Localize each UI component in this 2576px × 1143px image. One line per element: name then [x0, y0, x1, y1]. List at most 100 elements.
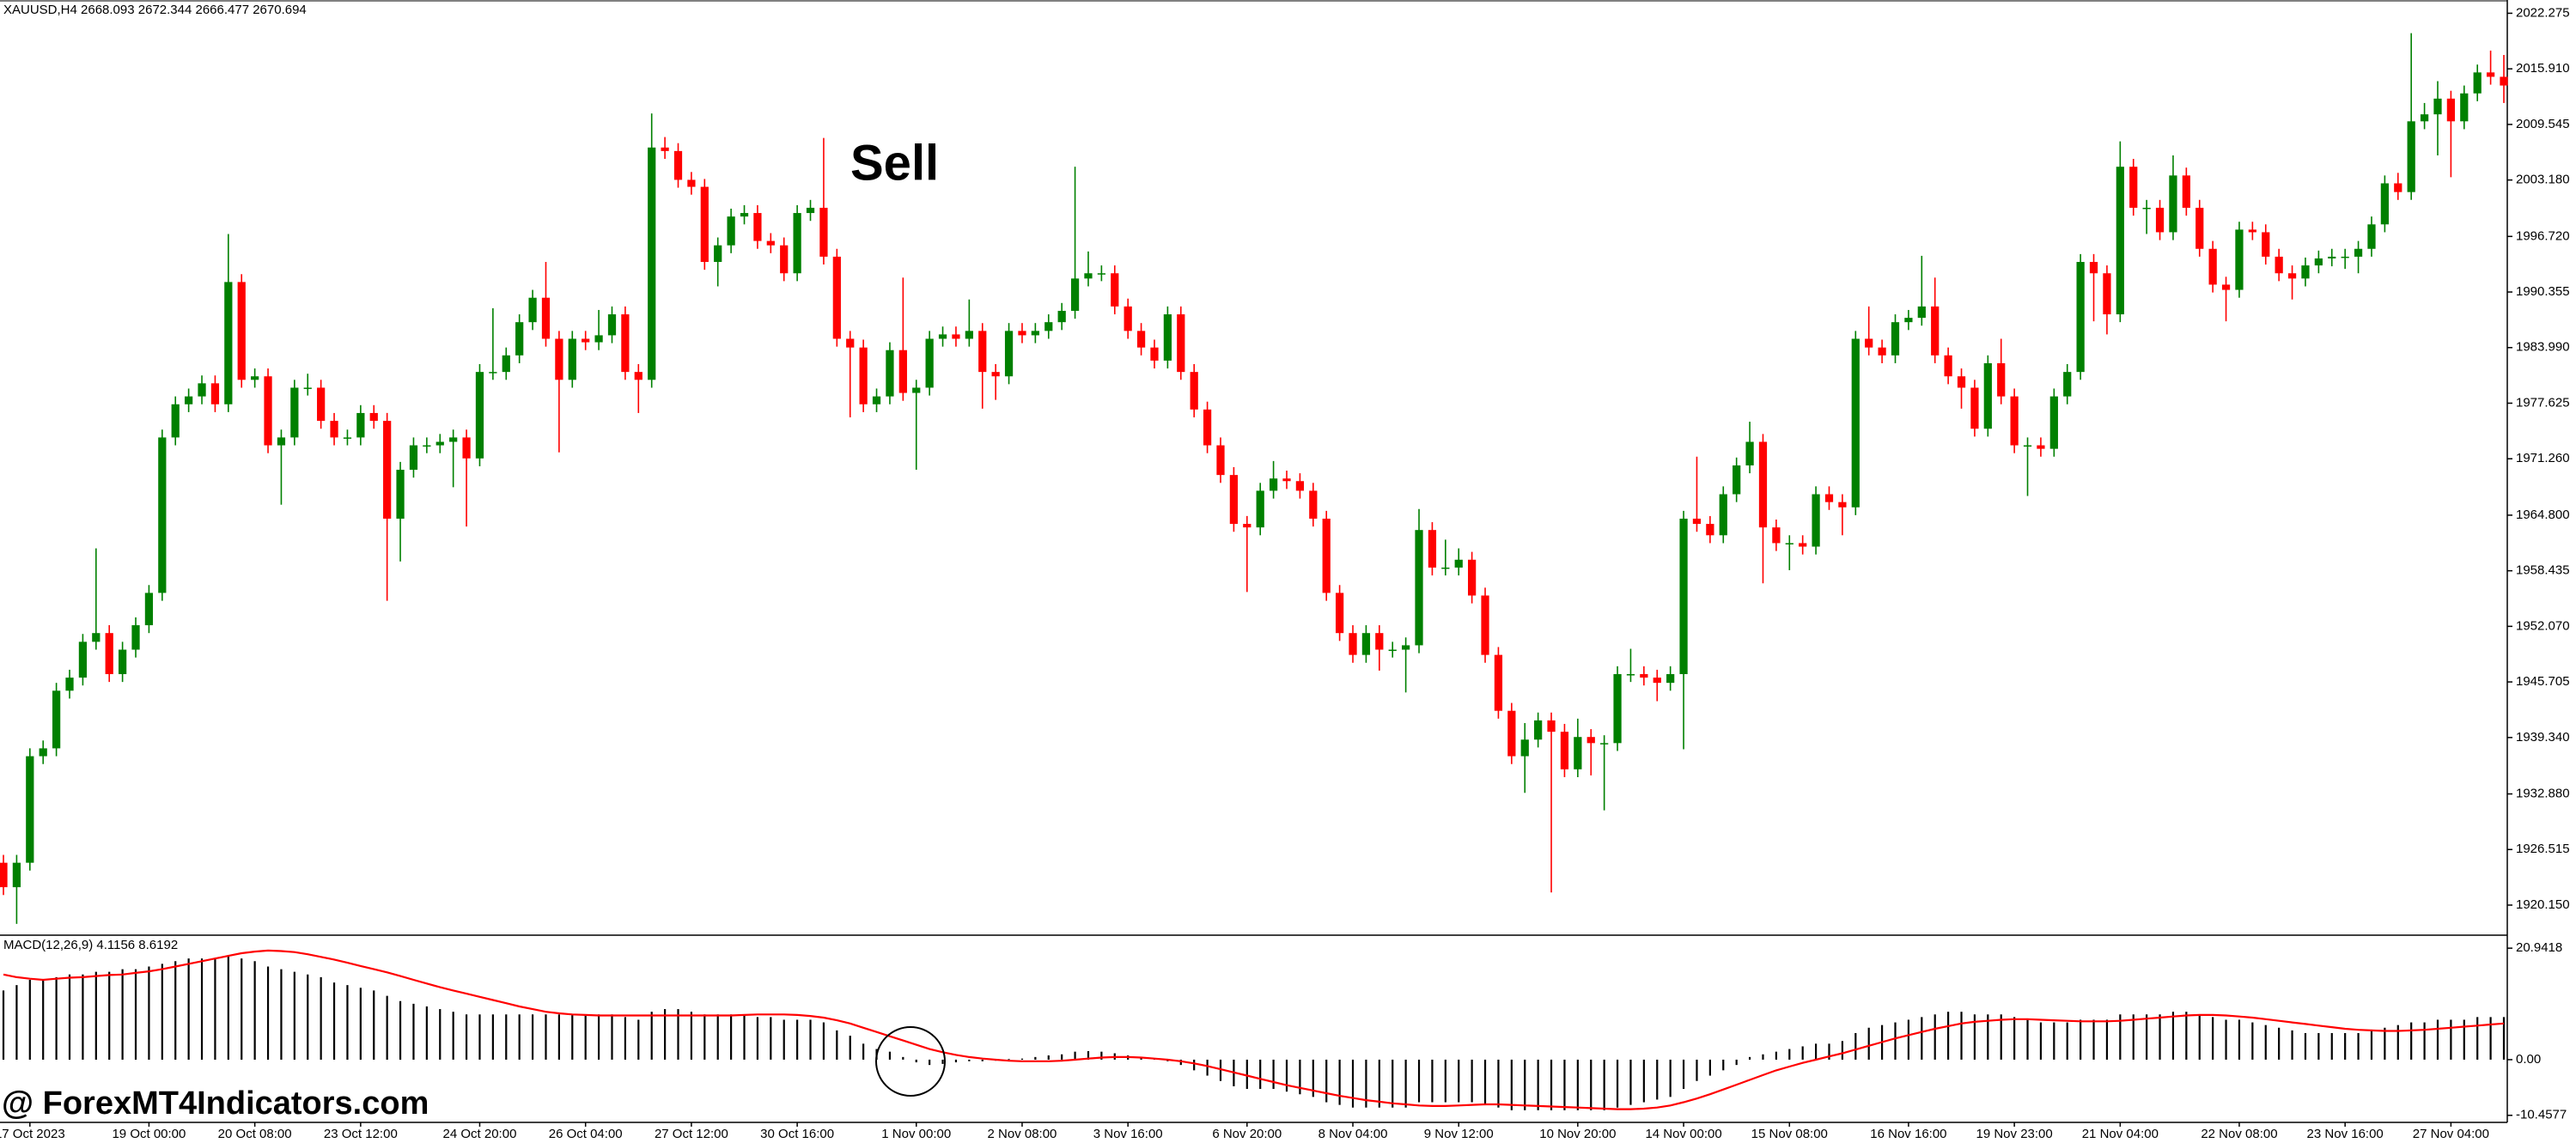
candle-body — [92, 633, 100, 642]
candle-body — [1057, 310, 1066, 323]
candle-body — [1931, 306, 1940, 356]
y-tick-label: 1939.340 — [2516, 730, 2570, 745]
candle-body — [2010, 396, 2019, 446]
x-tick-label: 1 Nov 00:00 — [881, 1127, 951, 1141]
candle-body — [1824, 494, 1834, 502]
candle-body — [489, 372, 497, 374]
x-tick-label: 2 Nov 08:00 — [988, 1127, 1057, 1141]
candle-body — [2341, 256, 2349, 258]
candle-body — [793, 213, 801, 274]
candle-body — [2116, 167, 2124, 315]
candle-body — [2221, 284, 2231, 290]
macd-signal-line — [3, 949, 2505, 1110]
candle-body — [1441, 567, 1450, 569]
candle-body — [1970, 387, 1979, 429]
y-tick-label: 2015.910 — [2516, 61, 2570, 76]
candle-body — [1626, 673, 1635, 676]
candle-body — [661, 147, 669, 151]
y-tick-label: 1920.150 — [2516, 897, 2570, 912]
candle-body — [2486, 72, 2495, 77]
candle-body — [1031, 331, 1039, 336]
candle-body — [1812, 494, 1820, 547]
candle-body — [1494, 654, 1503, 711]
candle-body — [2063, 372, 2072, 397]
x-tick-label: 19 Nov 23:00 — [1976, 1127, 2053, 1141]
candle-body — [1679, 518, 1688, 674]
candle-body — [383, 421, 392, 519]
candle-body — [1719, 494, 1727, 536]
candle-body — [1799, 543, 1807, 547]
sell-annotation: Sell — [850, 135, 939, 191]
candle-body — [1454, 559, 1463, 568]
candle-body — [1415, 530, 1423, 646]
candle-body — [925, 338, 934, 388]
candle-body — [2208, 248, 2217, 285]
x-tick-label: 10 Nov 20:00 — [1539, 1127, 1616, 1141]
candle-body — [2433, 98, 2442, 115]
y-tick-label: 2022.275 — [2516, 5, 2570, 20]
candle-body — [1785, 543, 1793, 544]
candle-body — [1944, 355, 1952, 377]
candle-body — [832, 256, 841, 339]
candle-body — [965, 331, 973, 339]
candle-body — [1586, 737, 1595, 744]
candle-body — [1957, 376, 1966, 388]
candle-body — [144, 593, 154, 626]
candle-body — [2328, 256, 2336, 258]
candle-body — [1084, 273, 1093, 279]
candle-body — [1733, 465, 1741, 495]
candle-body — [1666, 673, 1675, 684]
x-tick-label: 26 Oct 04:00 — [549, 1127, 623, 1141]
x-tick-label: 20 Oct 08:00 — [218, 1127, 292, 1141]
candle-body — [1507, 710, 1516, 757]
candle-body — [819, 207, 828, 257]
y-tick-label: 1958.435 — [2516, 563, 2570, 578]
candle-body — [1004, 331, 1014, 377]
candle-body — [2301, 265, 2310, 279]
candle-body — [185, 396, 193, 404]
candle-body — [1613, 673, 1622, 744]
candle-body — [515, 322, 524, 356]
highlight-circle — [875, 1026, 946, 1097]
candle-body — [2049, 396, 2058, 449]
candle-body — [2500, 76, 2508, 86]
y-tick-label: 2003.180 — [2516, 173, 2570, 187]
x-tick-label: 19 Oct 00:00 — [112, 1127, 186, 1141]
candle-body — [938, 334, 947, 339]
candle-body — [158, 437, 167, 593]
candle-body — [991, 372, 1000, 377]
candle-body — [753, 213, 762, 241]
candle-body — [1309, 490, 1318, 519]
candle-body — [766, 240, 775, 246]
candle-body — [714, 245, 722, 263]
candle-body — [131, 625, 140, 650]
y-tick-label: 1977.625 — [2516, 395, 2570, 410]
candle-body — [1044, 322, 1053, 331]
candle-body — [1560, 732, 1569, 769]
candle-body — [607, 314, 617, 336]
candle-body — [2407, 121, 2415, 192]
candle-body — [1653, 678, 1661, 684]
candle-body — [1772, 527, 1781, 544]
x-tick-label: 14 Nov 00:00 — [1645, 1127, 1721, 1141]
candle-body — [1295, 481, 1305, 491]
candle-body — [65, 678, 74, 691]
candle-body — [806, 207, 815, 214]
candle-body — [2367, 224, 2376, 249]
candle-body — [2023, 445, 2032, 447]
x-tick-label: 23 Nov 16:00 — [2307, 1127, 2384, 1141]
macd-header: MACD(12,26,9) 4.1156 8.6192 — [3, 938, 178, 952]
candle-body — [1269, 478, 1278, 491]
candle-body — [673, 150, 683, 180]
x-tick-label: 27 Oct 12:00 — [655, 1127, 728, 1141]
candle-body — [2037, 445, 2045, 449]
candle-body — [700, 186, 709, 263]
x-tick-label: 24 Oct 20:00 — [443, 1127, 517, 1141]
candle-body — [1468, 559, 1477, 596]
candle-body — [1361, 633, 1371, 655]
candle-body — [912, 387, 921, 393]
y-tick-label: 1996.720 — [2516, 228, 2570, 243]
